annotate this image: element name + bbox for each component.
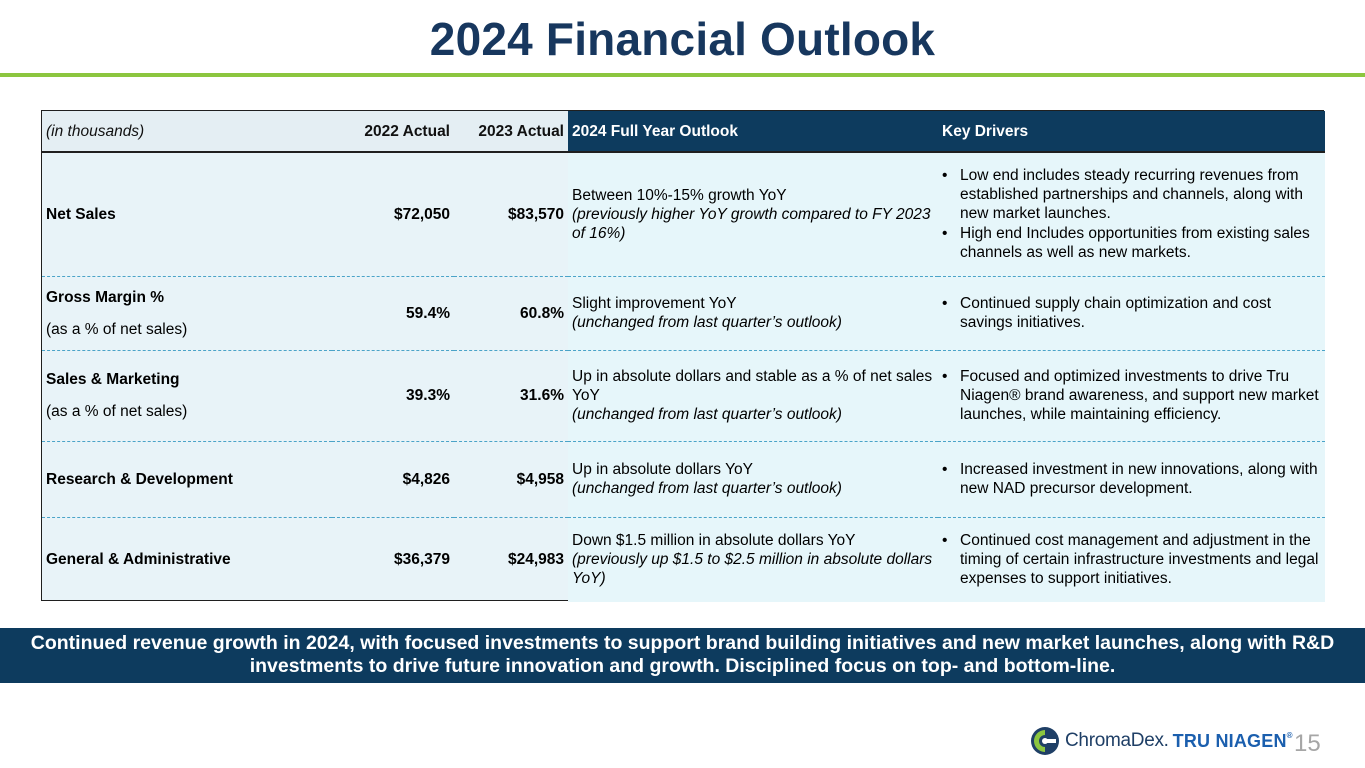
row-label-text: Sales & Marketing (46, 371, 180, 388)
header-2022-actual: 2022 Actual (332, 111, 454, 152)
row-label: General & Administrative (42, 517, 332, 602)
outlook-note: (unchanged from last quarter’s outlook) (572, 314, 842, 331)
driver-item: Focused and optimized investments to dri… (942, 367, 1319, 424)
value-2023: $24,983 (507, 551, 564, 569)
header-units: (in thousands) (42, 111, 332, 152)
outlook-cell: Between 10%-15% growth YoY (previously hi… (568, 152, 938, 276)
header-key-drivers: Key Drivers (938, 111, 1325, 152)
row-label-sub: (as a % of net sales) (46, 403, 188, 420)
table-header-row: (in thousands) 2022 Actual 2023 Actual 2… (42, 111, 1325, 152)
slide-title: 2024 Financial Outlook (429, 13, 936, 65)
header-2024-outlook: 2024 Full Year Outlook (568, 111, 938, 152)
drivers-list: Continued supply chain optimization and … (942, 294, 1319, 332)
driver-item: High end Includes opportunities from exi… (942, 224, 1319, 262)
row-label-text: Gross Margin % (46, 288, 164, 306)
page-number: 15 (1294, 730, 1321, 757)
outlook-cell: Up in absolute dollars YoY (unchanged fro… (568, 441, 938, 517)
value-2023: 60.8% (520, 304, 564, 322)
outlook-note: (previously up $1.5 to $2.5 million in a… (572, 551, 933, 588)
row-label-text: Research & Development (46, 470, 233, 488)
logo-trademark: ® (1286, 730, 1293, 740)
driver-item: Low end includes steady recurring revenu… (942, 166, 1319, 223)
driver-item: Continued cost management and adjustment… (942, 531, 1319, 588)
drivers-cell: Continued supply chain optimization and … (938, 276, 1325, 350)
value-2022: 39.3% (406, 387, 450, 404)
outlook-text: Between 10%-15% growth YoY (572, 186, 787, 204)
table-row: Sales & Marketing (as a % of net sales) 39… (42, 350, 1325, 441)
outlook-cell: Up in absolute dollars and stable as a %… (568, 350, 938, 441)
row-label: Net Sales (42, 152, 332, 276)
value-2023: 31.6% (520, 387, 564, 404)
driver-item: Increased investment in new innovations,… (942, 460, 1319, 498)
chromadex-logo-icon (1031, 727, 1059, 755)
table-row: General & Administrative $36,379 $24,983 Do… (42, 517, 1325, 602)
row-label-text: Net Sales (46, 205, 116, 223)
logo-truniagen-text: TRU NIAGEN® (1173, 731, 1293, 752)
outlook-text: Up in absolute dollars YoY (572, 461, 753, 478)
outlook-text: Up in absolute dollars and stable as a %… (572, 368, 933, 404)
drivers-list: Low end includes steady recurring revenu… (942, 166, 1319, 262)
title-divider (0, 73, 1365, 77)
outlook-note: (unchanged from last quarter’s outlook) (572, 406, 842, 423)
table-row: Research & Development $4,826 $4,958 Up in … (42, 441, 1325, 517)
outlook-note: (unchanged from last quarter’s outlook) (572, 480, 842, 497)
row-label: Gross Margin % (as a % of net sales) (42, 276, 332, 350)
value-2023: $4,958 (516, 470, 564, 488)
row-label: Sales & Marketing (as a % of net sales) (42, 350, 332, 441)
row-label-text: General & Administrative (46, 551, 231, 569)
drivers-list: Focused and optimized investments to dri… (942, 367, 1319, 424)
drivers-cell: Continued cost management and adjustment… (938, 517, 1325, 602)
outlook-text: Down $1.5 million in absolute dollars Yo… (572, 532, 856, 550)
outlook-table: (in thousands) 2022 Actual 2023 Actual 2… (41, 110, 1325, 602)
header-2023-actual: 2023 Actual (454, 111, 568, 152)
drivers-cell: Focused and optimized investments to dri… (938, 350, 1325, 441)
drivers-cell: Increased investment in new innovations,… (938, 441, 1325, 517)
logo-truniagen-word: TRU NIAGEN (1172, 730, 1287, 751)
value-2022: $4,826 (402, 470, 450, 488)
drivers-list: Continued cost management and adjustment… (942, 531, 1319, 588)
outlook-note: (previously higher YoY growth compared t… (572, 205, 931, 242)
driver-item: Continued supply chain optimization and … (942, 294, 1319, 332)
summary-banner: Continued revenue growth in 2024, with f… (0, 628, 1365, 683)
company-logo: ChromaDex. TRU NIAGEN® (1030, 724, 1293, 758)
outlook-text: Slight improvement YoY (572, 295, 737, 312)
value-2022: 59.4% (406, 304, 450, 322)
value-2022: $72,050 (393, 205, 450, 223)
outlook-cell: Down $1.5 million in absolute dollars Yo… (568, 517, 938, 602)
value-2022: $36,379 (393, 551, 450, 569)
value-2023: $83,570 (507, 205, 564, 223)
drivers-list: Increased investment in new innovations,… (942, 460, 1319, 498)
row-label-sub: (as a % of net sales) (46, 320, 188, 338)
row-label: Research & Development (42, 441, 332, 517)
table-row: Net Sales $72,050 $83,570 Between 10%-15% g… (42, 152, 1325, 276)
outlook-cell: Slight improvement YoY (unchanged from la… (568, 276, 938, 350)
drivers-cell: Low end includes steady recurring revenu… (938, 152, 1325, 276)
table-row: Gross Margin % (as a % of net sales) 59.4%… (42, 276, 1325, 350)
logo-chromadex-text: ChromaDex. (1065, 730, 1169, 751)
